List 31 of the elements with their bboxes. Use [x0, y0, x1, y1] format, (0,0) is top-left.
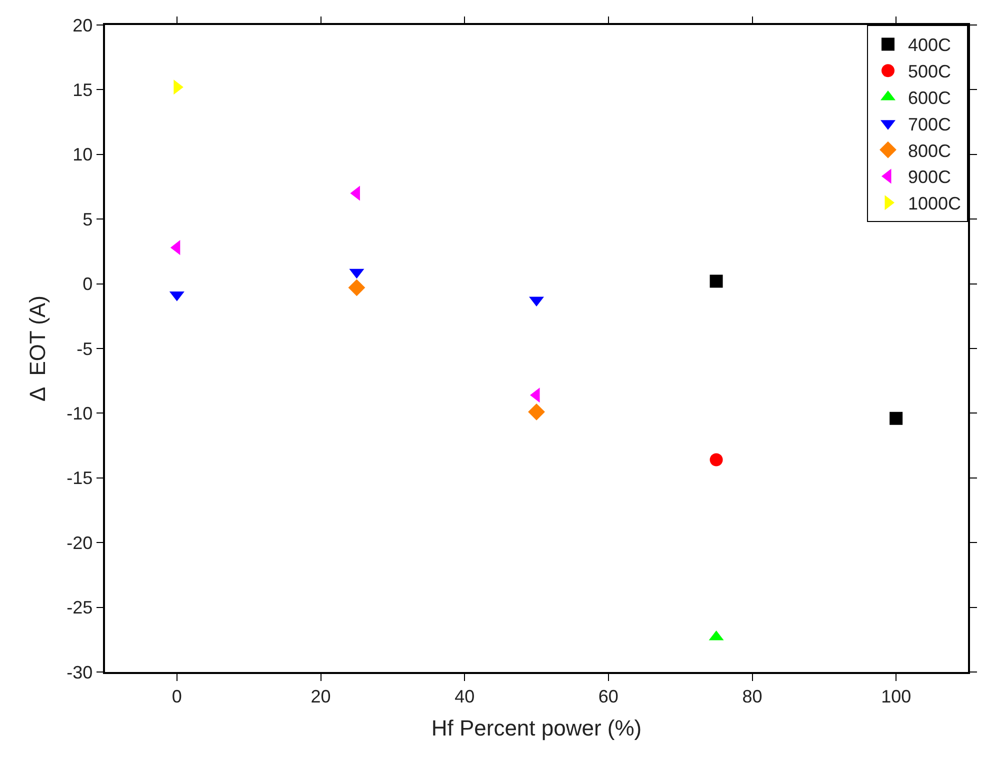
y-tick-label: -15 [66, 468, 93, 488]
x-axis-title: Hf Percent power (%) [431, 716, 642, 741]
y-tick-label: -5 [76, 338, 93, 359]
point [528, 403, 545, 420]
y-tick-label: 20 [72, 15, 93, 36]
y-tick-label: -30 [66, 662, 93, 682]
x-tick-label: 20 [310, 686, 331, 706]
point [710, 274, 723, 288]
x-tick-label: 80 [742, 686, 762, 706]
y-tick-label: 10 [72, 144, 93, 165]
point [890, 412, 903, 425]
legend-label: 1000C [908, 194, 962, 214]
legend-label: 900C [908, 167, 952, 188]
y-tick-label: -25 [66, 598, 93, 618]
x-tick-label: 0 [172, 686, 182, 706]
point [348, 279, 366, 296]
y-tick-label: -20 [66, 532, 93, 553]
y-tick-label: 5 [82, 209, 93, 230]
y-tick-label: -10 [66, 404, 93, 424]
legend-label: 400C [908, 35, 952, 56]
x-tick-label: 40 [454, 686, 475, 706]
x-tick-label: 100 [881, 686, 912, 706]
legend-label: 800C [908, 140, 952, 161]
y-tick-label: 0 [82, 274, 93, 294]
legend-label: 700C [908, 114, 952, 134]
legend-label: 600C [908, 88, 952, 108]
y-tick-label: 15 [72, 80, 93, 100]
x-tick-label: 60 [598, 686, 618, 706]
point [710, 453, 723, 466]
y-axis-title: Δ EOT (A) [24, 296, 50, 402]
legend-label: 500C [908, 62, 952, 82]
